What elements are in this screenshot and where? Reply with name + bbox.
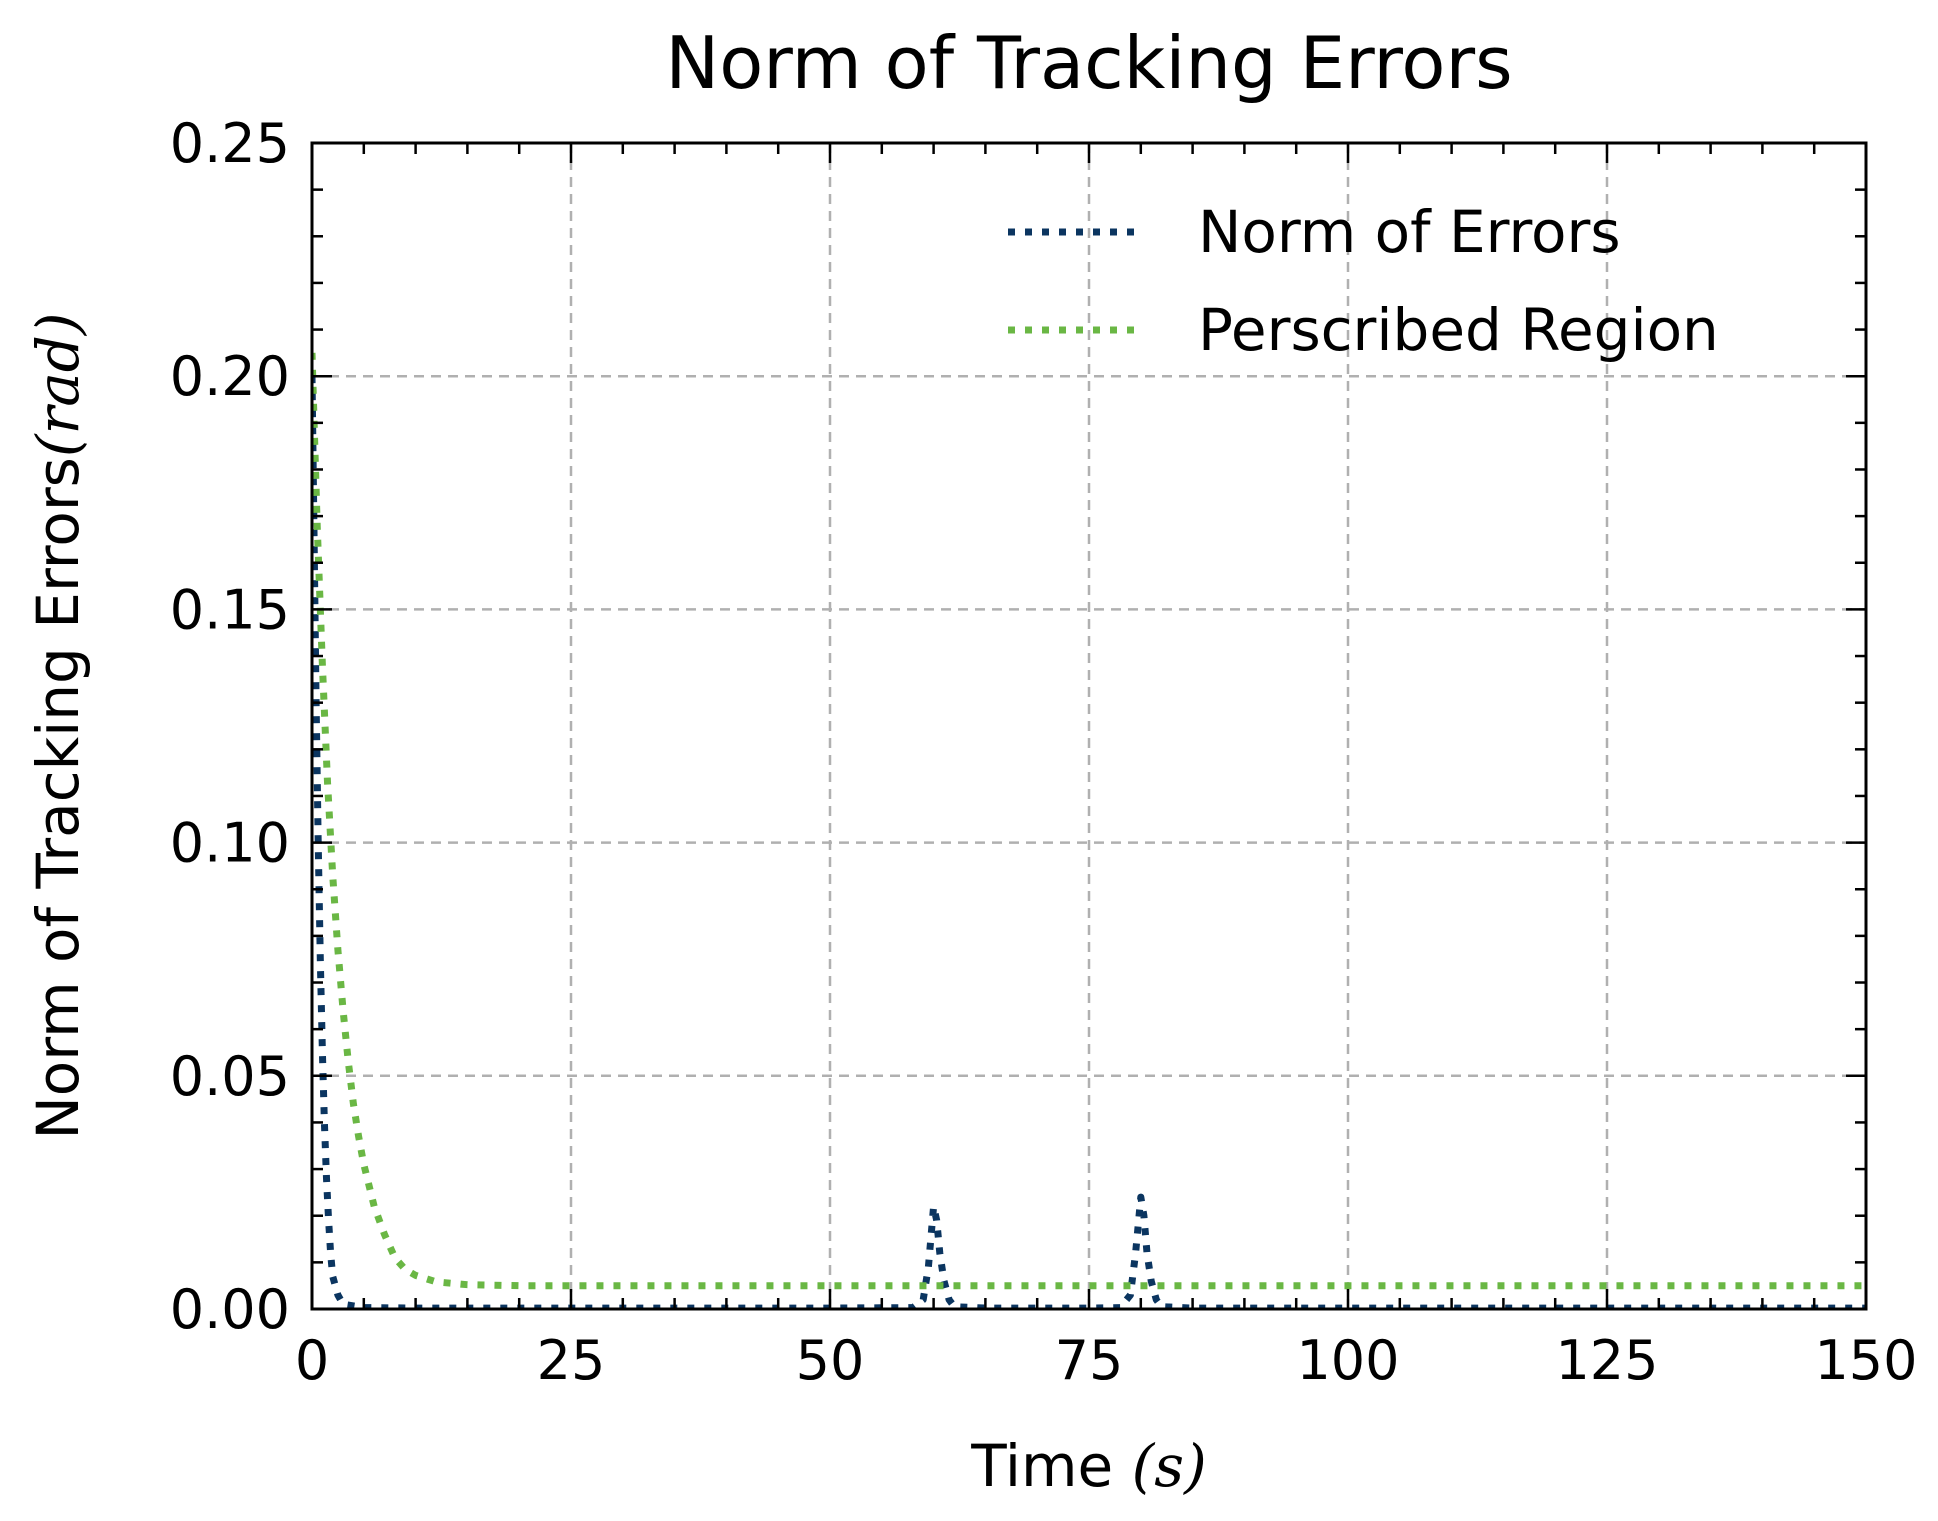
- x-tick-label: 25: [537, 1329, 606, 1392]
- x-tick-label: 150: [1814, 1329, 1917, 1392]
- series-lines: [312, 352, 1866, 1309]
- axis-ticks: [310, 141, 1868, 1311]
- x-axis-title-unit: (s): [1132, 1432, 1207, 1500]
- x-tick-label: 125: [1555, 1329, 1658, 1392]
- series-line-perscribed-region: [312, 352, 1866, 1290]
- grid-lines: [312, 143, 1866, 1309]
- y-tick-label: 0.10: [170, 812, 290, 875]
- y-tick-label: 0.25: [170, 112, 290, 175]
- y-tick-label: 0.15: [170, 578, 290, 641]
- y-tick-label: 0.00: [170, 1278, 290, 1341]
- series-line-norm-of-errors: [312, 376, 1866, 1309]
- tick-labels: 0 25 50 75 100 125 150 0.00 0.05 0.10 0.15 0.20 0.25: [170, 112, 1918, 1392]
- y-axis-title-main: Norm of Tracking Errors: [24, 457, 92, 1139]
- y-axis-title-unit: (rad): [24, 312, 92, 457]
- x-tick-label: 0: [295, 1329, 329, 1392]
- x-tick-label: 75: [1055, 1329, 1124, 1392]
- x-tick-label: 50: [796, 1329, 865, 1392]
- x-axis-title: Time (s): [970, 1432, 1206, 1500]
- chart-title: Norm of Tracking Errors: [665, 21, 1512, 105]
- y-axis-title: Norm of Tracking Errors(rad): [24, 312, 92, 1139]
- legend-label-perscribed-region: Perscribed Region: [1198, 296, 1719, 364]
- x-axis-title-main: Time: [970, 1432, 1131, 1500]
- legend: Norm of Errors Perscribed Region: [1008, 198, 1719, 364]
- y-tick-label: 0.05: [170, 1045, 290, 1108]
- legend-label-norm-of-errors: Norm of Errors: [1198, 198, 1621, 266]
- y-tick-label: 0.20: [170, 345, 290, 408]
- x-tick-label: 100: [1296, 1329, 1399, 1392]
